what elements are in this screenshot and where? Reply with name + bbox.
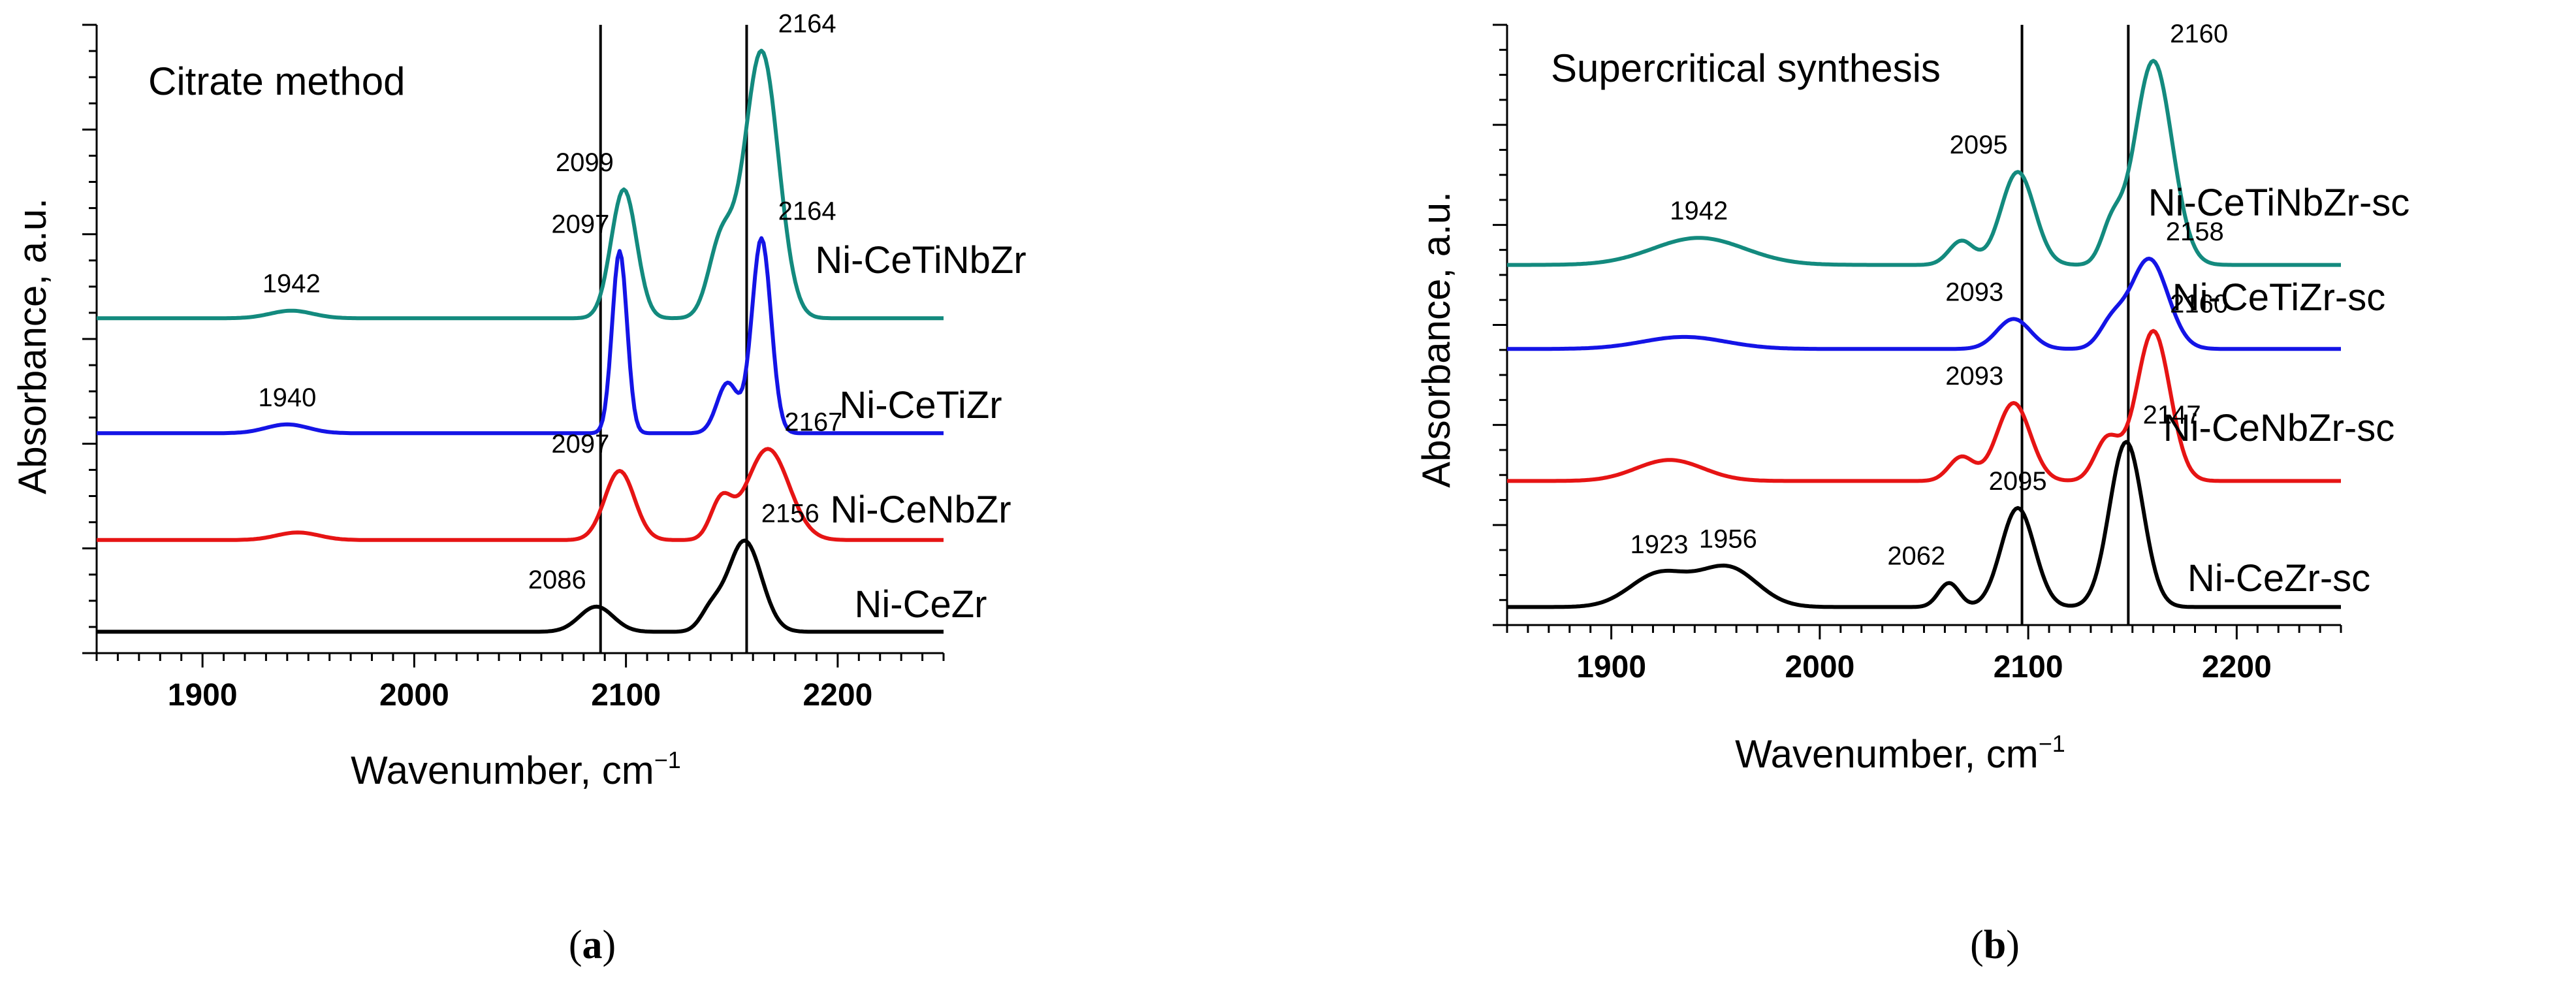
panel-b-y-axis-label: Absorbance, a.u. (1414, 191, 1458, 488)
panel-b-peak-label: 1956 (1699, 525, 1757, 554)
panel-b-x-tick-label: 2100 (1994, 650, 2063, 684)
panel-a-series-label: Ni-CeTiZr (839, 384, 1002, 426)
panel-b-series-ni-cetizr-sc (1507, 257, 2341, 351)
panel-a-peak-label: 1942 (262, 270, 321, 298)
panel-b-x-axis-label-superscript: −1 (2039, 730, 2065, 757)
panel-a-peak-label: 2156 (761, 500, 819, 528)
panel-a-title: Citrate method (148, 59, 405, 103)
panel-b-peak-label: 1923 (1630, 530, 1689, 559)
panel-a-peak-label: 2086 (528, 566, 586, 594)
panel-b-x-tick-label: 1900 (1576, 650, 1646, 684)
panel-b-peak-label: 2147 (2143, 401, 2201, 430)
panel-b-peak-label: 2093 (1945, 278, 2003, 306)
panel-a-peak-label: 2097 (551, 210, 609, 238)
panel-b-series-label: Ni-CeZr-sc (2187, 557, 2370, 600)
panel-a-peak-label: 2099 (556, 148, 614, 177)
panel-a-x-tick-label: 1900 (168, 678, 238, 713)
panel-a-series-label: Ni-CeTiNbZr (815, 239, 1026, 281)
panel-b-peak-label: 2158 (2166, 217, 2224, 246)
panel-b-peak-label: 2160 (2170, 20, 2228, 48)
panel-a-peak-label: 2164 (778, 10, 836, 39)
panel-a-series-label: Ni-CeZr (855, 583, 987, 626)
panel-b-peak-label: 2095 (1950, 131, 2008, 159)
panel-a-peak-label: 2097 (551, 430, 609, 458)
panel-a-label: (a) (569, 923, 616, 967)
panel-a-x-tick-label: 2200 (803, 678, 872, 713)
panel-b-series-ni-cezr-sc (1507, 440, 2341, 609)
panel-a-x-tick-label: 2100 (591, 678, 661, 713)
panel-a-citrate-method: 1900 2000 2100 2200 Ni-CeTiNbZr 1942 2099 2164 N… (10, 10, 1026, 967)
panel-a-x-tick-label: 2000 (379, 678, 449, 713)
panel-b-series-label: Ni-CeTiNbZr-sc (2148, 182, 2410, 224)
panel-a-series-ni-cetizr (97, 236, 944, 436)
panel-b-label: (b) (1970, 923, 2020, 967)
panel-b-title: Supercritical synthesis (1551, 46, 1941, 90)
panel-b-peak-label: 2160 (2170, 290, 2228, 319)
panel-b-supercritical-synthesis: 1900 2000 2100 2200 Ni-CeTiNbZr-sc 1942 2095 21… (1414, 20, 2409, 967)
panel-b-series-label: Ni-CeTiZr-sc (2172, 276, 2385, 319)
panel-b-plot-area: 1900 2000 2100 2200 Ni-CeTiNbZr-sc 1942 2095 21… (1493, 20, 2409, 684)
panel-b-series-ni-cenbzr-sc (1507, 329, 2341, 483)
panel-b-x-tick-label: 2200 (2202, 650, 2272, 684)
panel-b-x-tick-label: 2000 (1785, 650, 1854, 684)
panel-a-series-label: Ni-CeNbZr (830, 489, 1011, 531)
panel-a-x-axis-label-text: Wavenumber, cm (351, 748, 654, 792)
panel-a-series-ni-cetinbzr (97, 48, 944, 321)
panel-a-series-ni-cenbzr (97, 447, 944, 542)
panel-a-peak-label: 1940 (258, 383, 316, 412)
panel-b-peak-label: 2093 (1945, 362, 2003, 391)
panel-a-peak-label: 2167 (784, 408, 842, 436)
panel-b-series-ni-cetinbzr-sc (1507, 59, 2341, 267)
panel-a-x-axis-label: Wavenumber, cm−1 (351, 747, 681, 792)
panel-b-peak-label: 2062 (1887, 542, 1945, 571)
panel-b-peak-label: 2095 (1989, 467, 2047, 496)
panel-a-series-ni-cezr (97, 538, 944, 634)
panel-b-x-axis-label: Wavenumber, cm−1 (1735, 730, 2065, 776)
panel-b-series-label: Ni-CeNbZr-sc (2163, 407, 2394, 449)
panel-a-x-axis-label-superscript: −1 (654, 747, 681, 773)
panel-b-peak-label: 1942 (1670, 197, 1728, 225)
panel-b-x-axis-label-text: Wavenumber, cm (1735, 732, 2039, 776)
panel-a-y-axis-label: Absorbance, a.u. (10, 198, 54, 494)
panel-a-peak-label: 2164 (778, 197, 836, 226)
panel-a-plot-area: 1900 2000 2100 2200 Ni-CeTiNbZr 1942 2099 2164 N… (82, 10, 1026, 713)
